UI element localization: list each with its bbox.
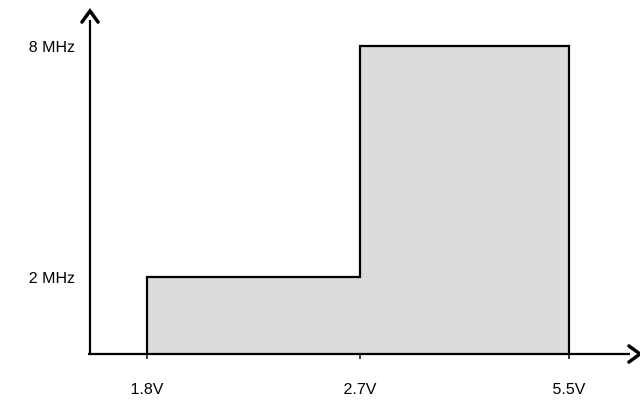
x-axis-arrowhead [627, 344, 640, 364]
ticks-layer [146, 354, 570, 359]
region-2 [360, 46, 569, 354]
region-1 [147, 277, 360, 354]
x-tick-label-2: 2.7V [344, 381, 377, 398]
regions-layer [145, 44, 571, 354]
labels-layer: 1.8V 2.7V 5.5V 2 MHz 8 MHz [29, 39, 586, 398]
x-tick-label-3: 5.5V [553, 381, 586, 398]
x-tick-label-1: 1.8V [131, 381, 164, 398]
y-axis-arrowhead [80, 8, 100, 24]
y-tick-label-2: 8 MHz [29, 39, 75, 56]
axes-layer [80, 8, 640, 364]
region-outline [145, 44, 571, 354]
y-tick-label-1: 2 MHz [29, 270, 75, 287]
